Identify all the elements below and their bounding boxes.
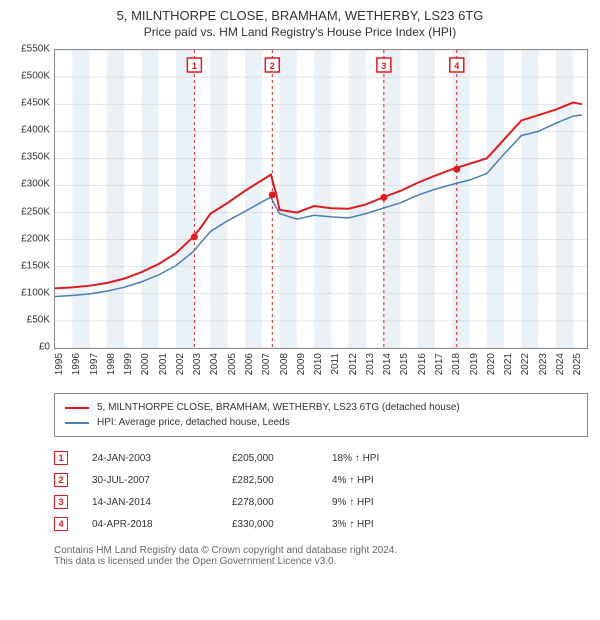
footer-line1: Contains HM Land Registry data © Crown c… <box>54 545 588 556</box>
sale-row: 4 04-APR-2018 £330,000 3% ↑ HPI <box>54 513 588 535</box>
footer-line2: This data is licensed under the Open Gov… <box>54 556 588 567</box>
x-tick-label: 2009 <box>296 353 307 375</box>
chart-title: 5, MILNTHORPE CLOSE, BRAMHAM, WETHERBY, … <box>12 8 588 23</box>
sale-price: £205,000 <box>232 453 332 464</box>
footer: Contains HM Land Registry data © Crown c… <box>54 545 588 567</box>
x-axis: 1995 1996 1997 1998 1999 2000 2001 2002 2003 2004… <box>54 349 588 389</box>
x-tick-label: 1999 <box>123 353 134 375</box>
x-tick-label: 2007 <box>261 353 272 375</box>
x-tick-label: 2017 <box>434 353 445 375</box>
sales-table: 1 24-JAN-2003 £205,000 18% ↑ HPI 2 30-JU… <box>54 447 588 535</box>
legend: 5, MILNTHORPE CLOSE, BRAMHAM, WETHERBY, … <box>54 393 588 437</box>
y-axis: £0£50K£100K£150K£200K£250K£300K£350K£400… <box>12 49 54 349</box>
sale-row: 1 24-JAN-2003 £205,000 18% ↑ HPI <box>54 447 588 469</box>
sale-date: 30-JUL-2007 <box>92 475 232 486</box>
legend-swatch <box>65 422 89 424</box>
x-tick-label: 2014 <box>382 353 393 375</box>
y-tick-label: £0 <box>39 342 50 353</box>
x-tick-label: 2016 <box>417 353 428 375</box>
y-tick-label: £350K <box>21 152 50 163</box>
y-tick-label: £200K <box>21 233 50 244</box>
chart-area: £0 £50K £100K £150K £200K £250K £300K £350K £400… <box>12 49 588 389</box>
legend-label: 5, MILNTHORPE CLOSE, BRAMHAM, WETHERBY, … <box>97 402 460 413</box>
y-tick-label: £50K <box>27 314 50 325</box>
sale-diff: 9% ↑ HPI <box>332 497 432 508</box>
x-tick-label: 2015 <box>399 353 410 375</box>
svg-text:1: 1 <box>192 61 197 71</box>
x-tick-label: 1997 <box>89 353 100 375</box>
legend-label: HPI: Average price, detached house, Leed… <box>97 417 290 428</box>
x-tick-label: 2021 <box>503 353 514 375</box>
legend-item: HPI: Average price, detached house, Leed… <box>65 415 577 430</box>
chart-container: 5, MILNTHORPE CLOSE, BRAMHAM, WETHERBY, … <box>0 0 600 620</box>
x-tick-label: 2011 <box>330 353 341 375</box>
x-tick-label: 2018 <box>451 353 462 375</box>
sale-row: 2 30-JUL-2007 £282,500 4% ↑ HPI <box>54 469 588 491</box>
svg-text:3: 3 <box>381 61 386 71</box>
sale-diff: 4% ↑ HPI <box>332 475 432 486</box>
sale-row: 3 14-JAN-2014 £278,000 9% ↑ HPI <box>54 491 588 513</box>
x-tick-label: 1995 <box>54 353 65 375</box>
svg-text:2: 2 <box>270 61 275 71</box>
sale-price: £278,000 <box>232 497 332 508</box>
sale-date: 24-JAN-2003 <box>92 453 232 464</box>
x-tick-label: 2003 <box>192 353 203 375</box>
plot-wrap: 1 2 3 4 1995 1996 1997 1998 1999 2000 2001 2002 200… <box>54 49 588 389</box>
x-tick-label: 2008 <box>279 353 290 375</box>
x-tick-label: 2024 <box>555 353 566 375</box>
y-tick-label: £550K <box>21 44 50 55</box>
y-tick-label: £500K <box>21 71 50 82</box>
x-tick-label: 2005 <box>227 353 238 375</box>
x-tick-label: 2012 <box>348 353 359 375</box>
x-tick-label: 2020 <box>486 353 497 375</box>
x-tick-label: 2000 <box>140 353 151 375</box>
sale-price: £282,500 <box>232 475 332 486</box>
sale-date: 14-JAN-2014 <box>92 497 232 508</box>
sale-marker-icon: 3 <box>54 495 68 509</box>
y-tick-label: £250K <box>21 206 50 217</box>
svg-text:4: 4 <box>454 61 459 71</box>
x-tick-label: 2025 <box>572 353 583 375</box>
x-tick-label: 2010 <box>313 353 324 375</box>
x-tick-label: 2001 <box>158 353 169 375</box>
chart-subtitle: Price paid vs. HM Land Registry's House … <box>12 25 588 39</box>
x-tick-label: 1998 <box>106 353 117 375</box>
x-tick-label: 1996 <box>71 353 82 375</box>
sale-marker-icon: 4 <box>54 517 68 531</box>
x-tick-label: 2023 <box>538 353 549 375</box>
y-tick-label: £300K <box>21 179 50 190</box>
x-tick-label: 2019 <box>469 353 480 375</box>
sale-diff: 18% ↑ HPI <box>332 453 432 464</box>
plot-region: 1 2 3 4 <box>54 49 588 349</box>
x-tick-label: 2022 <box>520 353 531 375</box>
sale-date: 04-APR-2018 <box>92 519 232 530</box>
y-tick-label: £450K <box>21 98 50 109</box>
legend-swatch <box>65 407 89 409</box>
sale-diff: 3% ↑ HPI <box>332 519 432 530</box>
x-tick-label: 2004 <box>209 353 220 375</box>
y-tick-label: £400K <box>21 125 50 136</box>
sale-price: £330,000 <box>232 519 332 530</box>
sale-marker-icon: 1 <box>54 451 68 465</box>
x-tick-label: 2006 <box>244 353 255 375</box>
x-tick-label: 2013 <box>365 353 376 375</box>
y-tick-label: £100K <box>21 287 50 298</box>
y-tick-label: £150K <box>21 260 50 271</box>
legend-item: 5, MILNTHORPE CLOSE, BRAMHAM, WETHERBY, … <box>65 400 577 415</box>
sale-marker-icon: 2 <box>54 473 68 487</box>
x-tick-label: 2002 <box>175 353 186 375</box>
